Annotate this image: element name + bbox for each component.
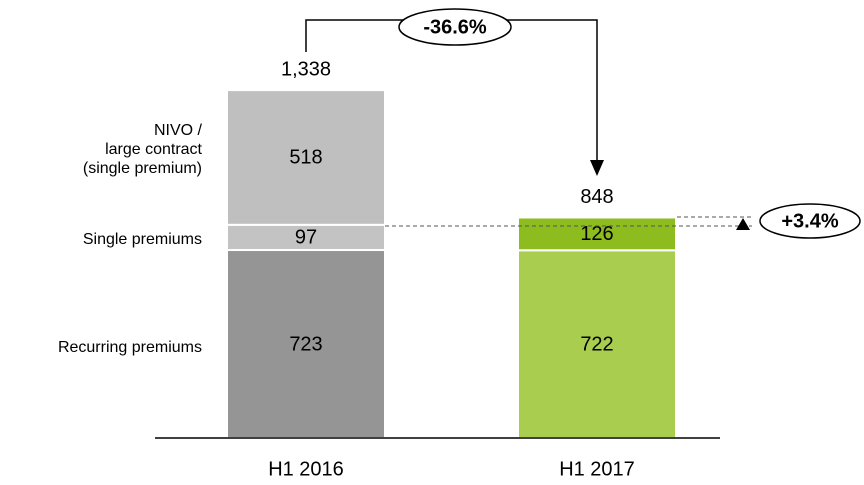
bar-segment [226, 249, 386, 439]
bar-segment [517, 216, 677, 252]
annotation: +3.4% [781, 210, 838, 232]
annotation-bubble [759, 203, 861, 239]
arrow-head [736, 218, 750, 230]
bars: 723 97 518 1,338 H1 2016 722 126 848 H1 2017 [226, 58, 677, 480]
series-label: NIVO / large contract (single premium) [82, 122, 202, 177]
x-tick-label: H1 2017 [559, 458, 635, 480]
bar-segment [226, 89, 386, 226]
value-label: 722 [580, 333, 613, 355]
x-tick-label: H1 2016 [268, 458, 344, 480]
total-label: 1,338 [281, 58, 331, 80]
annotation: -36.6% [423, 16, 487, 38]
arrow-head [590, 160, 604, 176]
value-label: 97 [295, 227, 317, 249]
value-label: 126 [580, 223, 613, 245]
value-label: 518 [289, 147, 322, 169]
value-label: 723 [289, 333, 322, 355]
annotation-bubble [398, 8, 512, 46]
series-label: Recurring premiums [57, 339, 202, 356]
series-label: Single premiums [82, 231, 202, 248]
bar-segment [517, 249, 677, 439]
total-label: 848 [580, 186, 613, 208]
